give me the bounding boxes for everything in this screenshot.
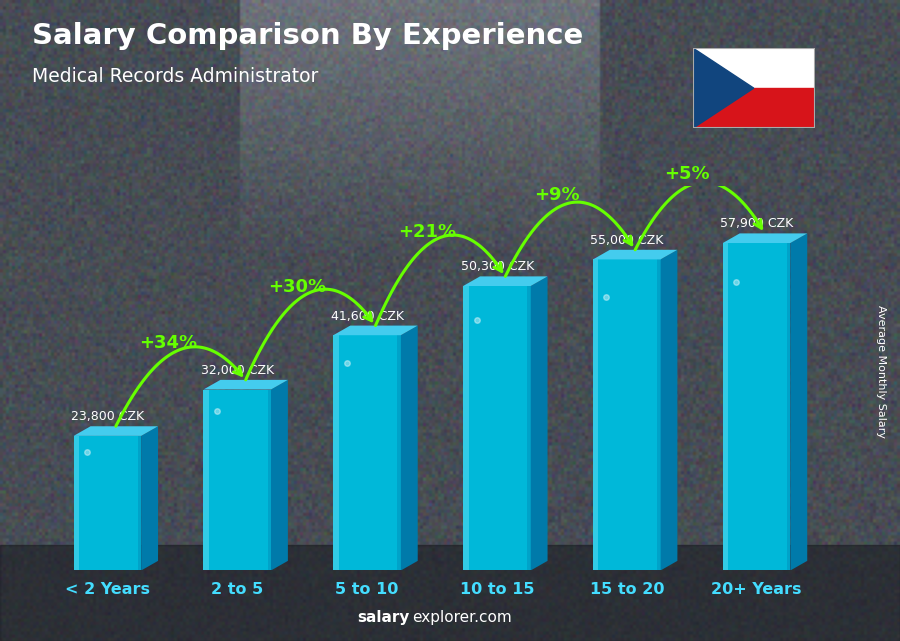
- Polygon shape: [531, 276, 547, 570]
- Text: 50,300 CZK: 50,300 CZK: [461, 260, 534, 273]
- Bar: [693, 48, 814, 88]
- Polygon shape: [693, 48, 754, 128]
- Text: Average Monthly Salary: Average Monthly Salary: [877, 305, 886, 438]
- Bar: [203, 390, 209, 570]
- Bar: [74, 436, 79, 570]
- Bar: [0, 545, 900, 641]
- Bar: [398, 335, 400, 570]
- Polygon shape: [203, 380, 288, 390]
- Text: +30%: +30%: [268, 278, 327, 296]
- Bar: [464, 286, 469, 570]
- Text: 57,900 CZK: 57,900 CZK: [720, 217, 794, 230]
- Text: Medical Records Administrator: Medical Records Administrator: [32, 67, 318, 87]
- Text: explorer.com: explorer.com: [412, 610, 512, 625]
- Polygon shape: [271, 380, 288, 570]
- Text: Salary Comparison By Experience: Salary Comparison By Experience: [32, 22, 583, 51]
- Bar: [657, 260, 661, 570]
- Bar: [723, 243, 790, 570]
- Polygon shape: [400, 326, 418, 570]
- Text: +34%: +34%: [139, 334, 197, 353]
- Bar: [787, 243, 790, 570]
- Text: 41,600 CZK: 41,600 CZK: [330, 310, 404, 322]
- Bar: [593, 260, 661, 570]
- Bar: [333, 335, 338, 570]
- Bar: [267, 390, 271, 570]
- Polygon shape: [790, 233, 807, 570]
- Text: +5%: +5%: [664, 165, 710, 183]
- Bar: [333, 335, 400, 570]
- Bar: [74, 436, 141, 570]
- Polygon shape: [661, 250, 678, 570]
- Text: 55,000 CZK: 55,000 CZK: [590, 234, 664, 247]
- Polygon shape: [333, 326, 418, 335]
- Text: 23,800 CZK: 23,800 CZK: [71, 410, 144, 423]
- Bar: [593, 260, 598, 570]
- Bar: [464, 286, 531, 570]
- Polygon shape: [593, 250, 678, 260]
- Bar: [138, 436, 141, 570]
- Text: +9%: +9%: [535, 186, 581, 204]
- Bar: [527, 286, 531, 570]
- Text: +21%: +21%: [399, 223, 456, 241]
- Polygon shape: [141, 426, 158, 570]
- Polygon shape: [723, 233, 807, 243]
- Bar: [723, 243, 728, 570]
- Polygon shape: [74, 426, 158, 436]
- Text: 32,000 CZK: 32,000 CZK: [201, 364, 274, 377]
- Bar: [203, 390, 271, 570]
- Polygon shape: [464, 276, 547, 286]
- Bar: [693, 88, 814, 128]
- Text: salary: salary: [357, 610, 410, 625]
